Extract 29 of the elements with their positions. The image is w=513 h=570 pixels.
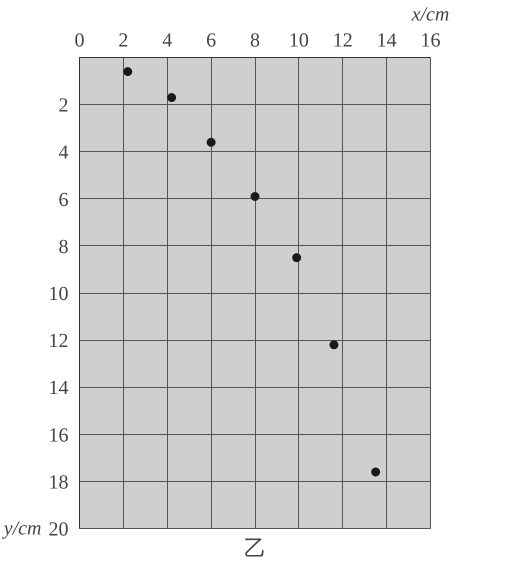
point <box>371 467 380 476</box>
y-tick-label: 14 <box>48 377 68 400</box>
y-tick-label: 2 <box>58 94 68 117</box>
y-tick-label: 6 <box>58 188 68 211</box>
y-tick-label: 10 <box>48 283 68 305</box>
x-tick-label: 12 <box>332 30 353 52</box>
x-tick-label: 8 <box>250 30 260 52</box>
text: 乙 <box>244 536 266 560</box>
point <box>167 93 176 102</box>
x-tick-label: 6 <box>206 30 216 52</box>
y-tick-label: 8 <box>58 236 68 258</box>
point <box>206 138 216 147</box>
y-tick-label: 4 <box>58 142 68 164</box>
point <box>250 192 260 201</box>
x-tick-label: 10 <box>288 30 309 52</box>
x-tick-label: 4 <box>162 30 172 52</box>
point <box>292 253 302 262</box>
y-tick-label: 16 <box>48 424 68 446</box>
point <box>329 340 338 350</box>
x-tick-label: 2 <box>118 30 128 52</box>
x-tick-label: 0 <box>74 30 84 52</box>
y-tick-label: 18 <box>48 471 68 494</box>
point <box>123 67 132 76</box>
x-tick-label: 14 <box>376 30 397 52</box>
y-tick-label: 12 <box>48 330 68 352</box>
x-tick-label: 16 <box>420 30 440 52</box>
y-tick-label: 20 <box>48 518 68 540</box>
y-axis-title: y/cm <box>2 518 42 540</box>
x-axis-title: x/cm <box>410 4 450 26</box>
